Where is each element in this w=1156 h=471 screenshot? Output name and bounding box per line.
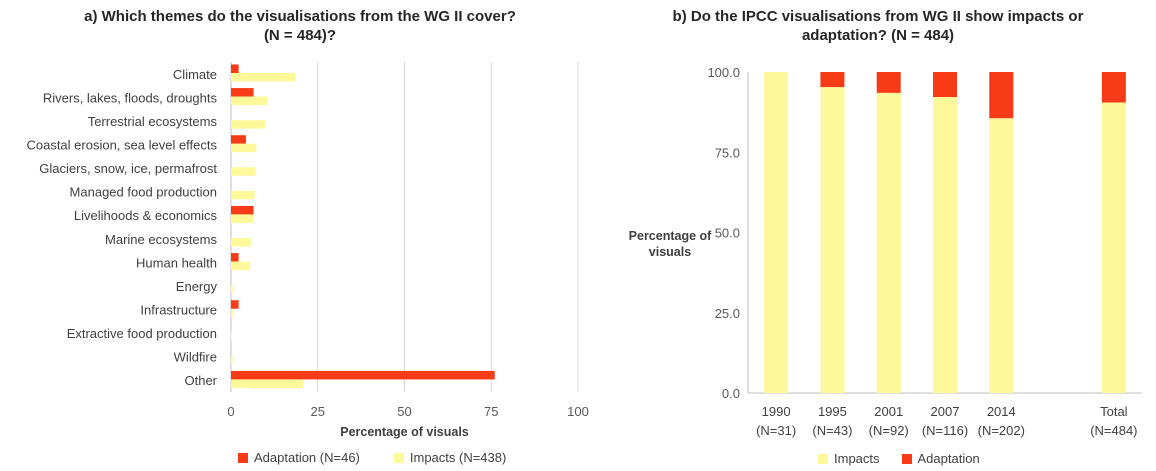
impacts-bar	[231, 332, 232, 341]
legend-label-impacts: Impacts (N=438)	[409, 450, 507, 465]
impacts-adaptation-chart-panel: b) Do the IPCC visualisations from WG II…	[600, 0, 1156, 471]
category-label: Wildfire	[174, 350, 217, 365]
x-axis-title: Percentage of visuals	[340, 425, 469, 439]
themes-chart-legend: Adaptation (N=46) Impacts (N=438)	[238, 450, 540, 465]
adaptation-swatch-b	[901, 453, 912, 464]
category-label-year: 1995	[818, 404, 847, 419]
x-tick-label: 0	[227, 404, 234, 419]
impacts-bar	[231, 167, 256, 176]
category-label-n: (N=31)	[756, 423, 796, 438]
category-label: Climate	[173, 67, 217, 82]
x-tick-label: 100	[567, 404, 589, 419]
themes-chart-title-line2: (N = 484)?	[263, 27, 337, 44]
legend-item-adaptation: Adaptation (N=46)	[238, 450, 360, 465]
impacts-bar	[231, 120, 266, 129]
adaptation-bar	[933, 72, 957, 98]
legend-item-impacts-b: Impacts	[818, 451, 880, 466]
impacts-bar	[231, 190, 255, 200]
impacts-adaptation-chart-title: b) Do the IPCC visualisations from WG II…	[600, 7, 1156, 45]
category-label: Energy	[176, 279, 218, 294]
adaptation-bar	[231, 300, 239, 309]
legend-label-adaptation: Adaptation (N=46)	[254, 450, 360, 465]
category-label-n: (N=116)	[922, 423, 968, 438]
impacts-adaptation-title-line2: adaptation? (N = 484)	[801, 27, 955, 44]
impacts-bar	[231, 379, 304, 388]
x-tick-label: 25	[311, 404, 325, 419]
impacts-bar	[820, 87, 845, 393]
impacts-bar	[231, 355, 233, 365]
category-label: Infrastructure	[140, 303, 217, 318]
adaptation-bar	[231, 88, 254, 97]
x-tick-label: 75	[484, 404, 498, 419]
category-label-year: 2014	[987, 404, 1016, 419]
category-label: Coastal erosion, sea level effects	[26, 138, 217, 153]
category-label-year: 2007	[931, 404, 960, 419]
adaptation-bar	[876, 72, 901, 93]
impacts-bar	[1101, 102, 1126, 394]
y-tick-label: 0.0	[722, 386, 740, 401]
x-tick-label: 50	[397, 404, 411, 419]
category-label-year: Total	[1100, 404, 1128, 419]
adaptation-bar	[231, 253, 239, 262]
category-label: Rivers, lakes, floods, droughts	[43, 90, 218, 105]
impacts-bar	[231, 238, 251, 247]
impacts-adaptation-title-line1: b) Do the IPCC visualisations from WG II…	[672, 8, 1084, 25]
category-label: Terrestrial ecosystems	[88, 114, 218, 129]
legend-label-adaptation-b: Adaptation	[917, 451, 980, 466]
themes-chart-title-line1: a) Which themes do the visualisations fr…	[84, 8, 516, 25]
legend-item-impacts: Impacts (N=438)	[393, 450, 507, 465]
themes-chart-panel: a) Which themes do the visualisations fr…	[0, 7, 600, 465]
legend-item-adaptation-b: Adaptation	[901, 451, 980, 466]
impacts-bar	[231, 308, 233, 318]
impacts-adaptation-legend: Impacts Adaptation	[818, 451, 1014, 466]
themes-chart-title: a) Which themes do the visualisations fr…	[0, 7, 600, 45]
themes-chart-svg: 0 25 50 75 100 Percentage of visuals Climate Ri…	[26, 62, 589, 439]
impacts-bar	[231, 96, 268, 106]
category-label-n: (N=202)	[978, 423, 1025, 438]
adaptation-bar	[231, 135, 246, 144]
adaptation-bar	[231, 205, 254, 215]
y-axis-title-line2: visuals	[649, 245, 691, 259]
y-tick-label: 50.0	[715, 226, 740, 241]
y-tick-label: 75.0	[715, 145, 740, 160]
impacts-adaptation-chart-svg: 0.0 25.0 50.0 75.0 100.0 Percentage of visuals…	[629, 65, 1142, 438]
category-label-n: (N=92)	[869, 423, 909, 438]
category-label-year: 1990	[762, 404, 791, 419]
category-label: Other	[184, 373, 217, 388]
impacts-bar	[231, 73, 296, 82]
category-label-n: (N=484)	[1090, 423, 1137, 438]
impacts-bar	[231, 285, 233, 294]
adaptation-bar	[231, 370, 495, 380]
category-label: Human health	[136, 255, 217, 270]
y-tick-label: 25.0	[715, 306, 740, 321]
category-label: Extractive food production	[67, 326, 217, 341]
legend-label-impacts-b: Impacts	[834, 451, 880, 466]
category-label-n: (N=43)	[812, 423, 852, 438]
adaptation-bar	[1101, 72, 1126, 103]
impacts-bar	[933, 97, 957, 394]
category-label: Managed food production	[70, 185, 217, 200]
adaptation-bar	[820, 72, 845, 88]
category-label: Livelihoods & economics	[74, 208, 218, 223]
impacts-bar	[764, 72, 789, 393]
category-label: Marine ecosystems	[105, 232, 217, 247]
impacts-swatch	[393, 452, 404, 463]
category-label: Glaciers, snow, ice, permafrost	[39, 161, 217, 176]
adaptation-swatch	[238, 452, 248, 463]
category-label-year: 2001	[874, 404, 903, 419]
impacts-bar	[876, 92, 901, 394]
impacts-bar	[989, 118, 1014, 393]
adaptation-bar	[989, 72, 1014, 119]
impacts-bar	[231, 214, 254, 223]
impacts-bar	[231, 143, 257, 153]
impacts-bar	[231, 261, 251, 271]
y-axis-title-line1: Percentage of	[629, 229, 713, 243]
impacts-swatch-b	[818, 453, 828, 464]
adaptation-bar	[231, 64, 239, 73]
y-tick-label: 100.0	[707, 65, 740, 80]
